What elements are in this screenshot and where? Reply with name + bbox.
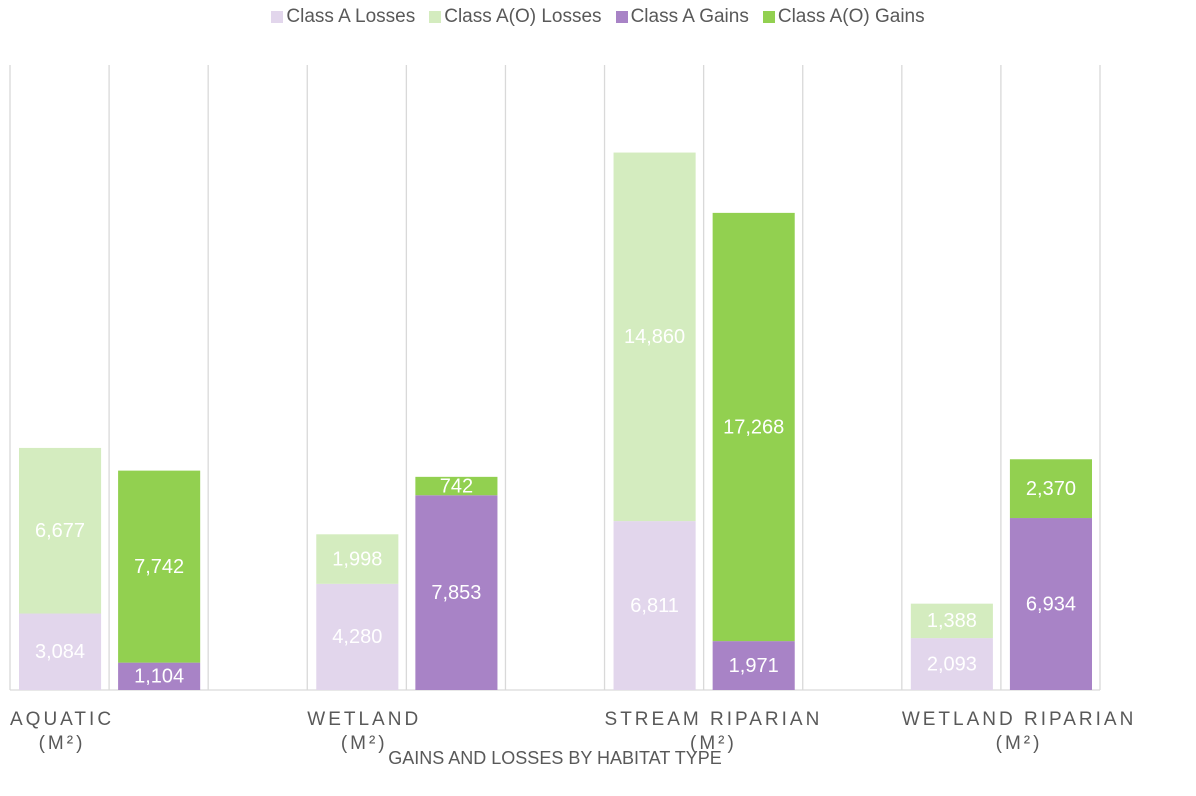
legend-item: Class A Losses: [271, 6, 415, 28]
bar-segment: [910, 603, 993, 639]
data-label: 4,280: [332, 626, 382, 648]
data-label: 2,370: [1026, 478, 1076, 500]
bar-segment: [712, 212, 795, 642]
x-tick-label: AQUATIC (M²): [10, 709, 115, 754]
legend-label: Class A(O) Gains: [777, 6, 925, 27]
x-axis-title: GAINS AND LOSSES BY HABITAT TYPE: [388, 748, 722, 768]
data-label: 2,093: [927, 653, 977, 675]
legend-item: Class A Gains: [615, 6, 749, 28]
data-label: 7,742: [134, 556, 184, 578]
data-label: 7,853: [431, 582, 481, 604]
x-tick-label: WETLAND RIPARIAN (M²): [901, 709, 1137, 754]
legend-item: Class A(O) Losses: [429, 6, 602, 28]
bar-segment: [118, 470, 201, 663]
data-label: 17,268: [723, 416, 784, 438]
legend-swatch: [429, 11, 442, 23]
bar-segment: [1009, 518, 1092, 690]
legend: Class A Losses Class A(O) Losses Class A G…: [0, 6, 1196, 28]
bar-segment: [415, 495, 498, 690]
legend-item: Class A(O) Gains: [762, 6, 925, 28]
data-label: 1,104: [134, 666, 184, 688]
bar-segment: [613, 521, 696, 690]
bar-segment: [712, 641, 795, 690]
data-label: 6,934: [1026, 593, 1076, 615]
x-tick-label: WETLAND (M²): [307, 709, 422, 754]
bar-segment: [1009, 459, 1092, 519]
legend-swatch: [762, 11, 775, 23]
bar-segment: [118, 662, 201, 690]
data-label: 1,971: [729, 655, 779, 677]
bar-segment: [19, 613, 102, 690]
data-label: 6,677: [35, 520, 85, 542]
bar-segment: [415, 476, 498, 496]
data-label: 742: [440, 475, 473, 497]
bar-segment: [613, 152, 696, 522]
legend-swatch: [615, 11, 628, 23]
legend-label: Class A Losses: [286, 6, 416, 27]
data-label: 1,388: [927, 610, 977, 632]
data-label: 1,998: [332, 548, 382, 570]
bar-segment: [316, 534, 399, 584]
bar-segment: [316, 583, 399, 690]
bar-segment: [910, 638, 993, 690]
data-label: 3,084: [35, 641, 85, 663]
data-label: 14,860: [624, 326, 685, 348]
bar-segment: [19, 447, 102, 614]
legend-label: Class A(O) Losses: [444, 6, 602, 27]
legend-swatch: [271, 11, 284, 23]
x-tick-label: STREAM RIPARIAN (M²): [604, 709, 823, 754]
legend-label: Class A Gains: [630, 6, 749, 27]
data-label: 6,811: [630, 595, 679, 617]
